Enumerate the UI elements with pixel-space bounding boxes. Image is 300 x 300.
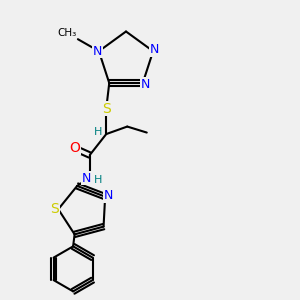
Text: H: H <box>94 175 102 185</box>
Text: N: N <box>141 78 150 91</box>
Text: N: N <box>82 172 92 185</box>
Text: H: H <box>94 127 102 137</box>
Text: N: N <box>150 43 159 56</box>
Text: N: N <box>103 189 113 202</box>
Text: S: S <box>102 102 111 116</box>
Text: N: N <box>93 45 102 58</box>
Text: CH₃: CH₃ <box>57 28 76 38</box>
Text: O: O <box>69 141 80 154</box>
Text: S: S <box>50 202 59 216</box>
